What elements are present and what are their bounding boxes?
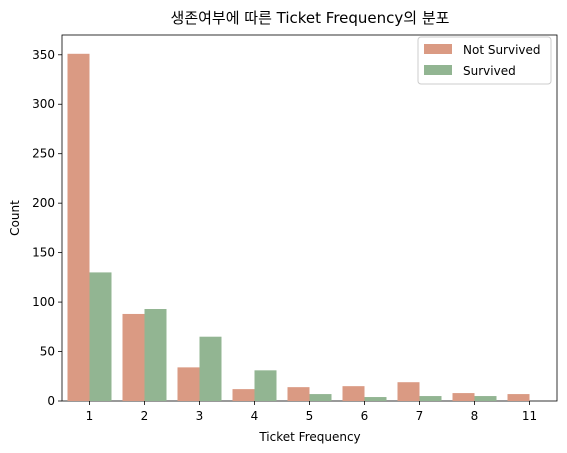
bar-not-survived-2	[122, 313, 145, 401]
bar-survived-1	[89, 272, 112, 401]
bar-survived-8	[474, 396, 497, 401]
bar-survived-4	[254, 370, 277, 401]
y-tick-label: 150	[32, 246, 55, 260]
legend-label-survived: Survived	[463, 64, 516, 78]
x-tick-label: 6	[361, 409, 369, 423]
bar-not-survived-7	[397, 382, 420, 401]
legend-label-not-survived: Not Survived	[463, 43, 541, 57]
x-axis-label: Ticket Frequency	[258, 430, 360, 444]
legend-swatch-not-survived	[424, 44, 452, 54]
y-tick-label: 350	[32, 48, 55, 62]
chart-title: 생존여부에 따른 Ticket Frequency의 분포	[171, 9, 450, 27]
y-tick-label: 100	[32, 295, 55, 309]
x-tick-label: 1	[86, 409, 94, 423]
x-tick-label: 5	[306, 409, 314, 423]
bar-survived-5	[309, 394, 332, 401]
y-tick-label: 300	[32, 97, 55, 111]
y-axis-ticks: 0 50 100 150 200 250 300 350	[32, 48, 62, 408]
bar-not-survived-4	[232, 389, 255, 401]
bar-not-survived-8	[452, 393, 475, 401]
bar-not-survived-1	[67, 53, 90, 402]
legend-swatch-survived	[424, 65, 452, 75]
legend: Not Survived Survived	[417, 36, 552, 85]
x-tick-label: 3	[196, 409, 204, 423]
x-tick-label: 7	[416, 409, 424, 423]
bar-survived-3	[199, 336, 222, 401]
bar-survived-2	[144, 309, 167, 401]
x-tick-label: 2	[141, 409, 149, 423]
y-axis-label: Count	[8, 200, 22, 236]
x-tick-label: 11	[522, 409, 537, 423]
x-axis-ticks: 1 2 3 4 5 6 7 8 11	[86, 401, 537, 423]
x-tick-label: 8	[471, 409, 479, 423]
bar-not-survived-3	[177, 367, 200, 401]
y-tick-label: 0	[47, 394, 55, 408]
x-tick-label: 4	[251, 409, 259, 423]
y-tick-label: 250	[32, 147, 55, 161]
y-tick-label: 50	[40, 345, 55, 359]
bar-not-survived-11	[507, 394, 530, 401]
bar-not-survived-6	[342, 386, 365, 401]
bar-not-survived-5	[287, 387, 310, 401]
y-tick-label: 200	[32, 196, 55, 210]
bars-group	[67, 53, 530, 402]
bar-survived-6	[364, 397, 387, 401]
bar-survived-7	[419, 396, 442, 401]
